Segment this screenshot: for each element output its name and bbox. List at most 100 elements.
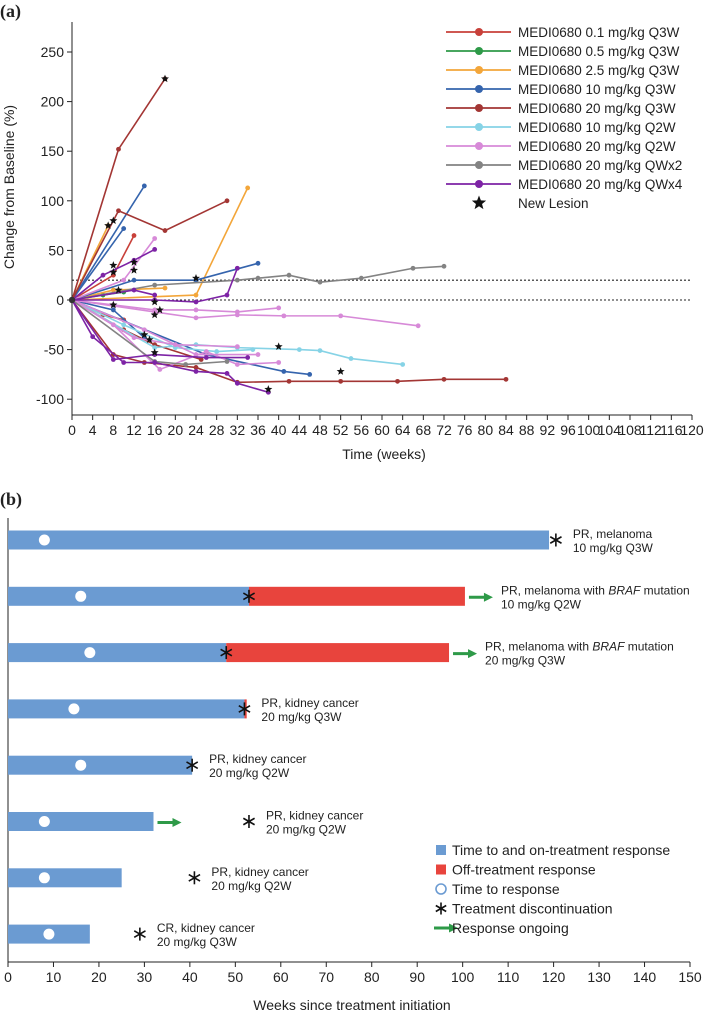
panel-a-series-line	[71, 299, 261, 357]
panel-a-x-tick-label: 60	[374, 422, 390, 438]
patient-dose-label: 10 mg/kg Q3W	[573, 541, 654, 555]
time-to-response-marker	[75, 759, 87, 771]
panel-a-data-point	[441, 263, 447, 269]
panel-a-new-lesion-star	[274, 342, 283, 351]
panel-a-x-tick-label: 104	[598, 422, 622, 438]
panel-a-new-lesion-star	[336, 367, 345, 375]
panel-a-series-path	[71, 265, 445, 301]
panel-a-data-point	[152, 307, 158, 313]
on-treatment-bar	[8, 643, 227, 663]
panel-a-data-point	[131, 335, 137, 341]
panel-a-data-point	[121, 322, 127, 328]
panel-a-data-point	[286, 272, 292, 278]
patient-response-text: PR, kidney cancer	[261, 696, 358, 710]
panel-a-y-tick-label: 250	[41, 44, 65, 60]
patient-dose-label: 20 mg/kg Q3W	[261, 710, 342, 724]
panel-a-data-point	[234, 362, 240, 367]
panel-a-series-path	[71, 228, 125, 301]
panel-a-new-lesion-star	[150, 348, 159, 356]
patient-mutation-text: BRAF	[608, 583, 641, 597]
panel-a-new-lesion-star	[150, 297, 159, 306]
panel-a-series-path	[71, 248, 156, 301]
patient-dose-label: 10 mg/kg Q2W	[501, 597, 582, 611]
on-treatment-bar	[8, 868, 122, 888]
patient-response-label: PR, kidney cancer	[211, 865, 308, 879]
panel-b-x-tick-label: 130	[587, 969, 611, 985]
panel-a-series-path	[71, 299, 403, 366]
on-treatment-bar	[8, 755, 193, 775]
legend-marker-swatch	[475, 161, 483, 169]
panel-a-new-lesions	[104, 74, 345, 393]
time-to-response-marker	[68, 703, 80, 715]
patient-dose-label: 20 mg/kg Q2W	[209, 766, 290, 780]
panel-a-new-lesion-star	[109, 261, 118, 269]
panel-a-x-tick-label: 48	[312, 422, 328, 438]
panel-a-data-point	[255, 352, 261, 357]
panel-b-x-tick-label: 20	[91, 969, 107, 985]
patient-response-text: PR, melanoma	[573, 527, 653, 541]
panel-a-data-point	[193, 369, 199, 374]
panel-a-series	[68, 76, 509, 395]
panel-a-y-tick-label: 150	[41, 143, 65, 159]
panel-a-series-path	[71, 299, 258, 356]
panel-a-legend-label: MEDI0680 2.5 mg/kg Q3W	[518, 63, 680, 78]
legend-marker-swatch	[475, 85, 483, 93]
patient-response-text-tail: mutation	[624, 640, 673, 654]
panel-a-series-line	[71, 198, 230, 301]
legend-marker-swatch	[475, 104, 483, 112]
panel-b-x-tick-label: 90	[409, 969, 425, 985]
panel-a-legend-label: MEDI0680 10 mg/kg Q3W	[518, 82, 676, 97]
panel-a-data-point	[224, 359, 230, 364]
panel-b-label: (b)	[0, 489, 22, 510]
panel-a-x-tick-label: 32	[230, 422, 246, 438]
patient-response-text: PR, kidney cancer	[209, 752, 306, 766]
time-to-response-marker	[75, 590, 87, 602]
panel-a-reference-lines	[72, 279, 692, 301]
panel-a-data-point	[348, 356, 354, 361]
panel-a-x-tick-label: 72	[436, 422, 452, 438]
panel-a-x-tick-label: 116	[660, 422, 683, 438]
panel-a-data-point	[152, 236, 158, 241]
panel-a-data-point	[203, 355, 209, 360]
panel-a-data-point	[245, 185, 251, 191]
panel-a-data-point	[234, 309, 240, 315]
panel-a-data-point	[338, 378, 344, 384]
patient-response-label: PR, melanoma with BRAF mutation	[501, 583, 690, 597]
panel-a-x-tick-label: 84	[498, 422, 514, 438]
panel-a-x-tick-label: 0	[68, 422, 76, 438]
panel-a-data-point	[410, 265, 416, 271]
panel-a-xlabel: Time (weeks)	[342, 446, 426, 462]
panel-a-data-point	[141, 183, 147, 189]
panel-a-data-point	[203, 349, 209, 354]
panel-a-new-lesion-star	[150, 310, 159, 319]
legend-new-lesion-star-icon	[471, 195, 487, 210]
panel-a-data-point	[193, 299, 199, 305]
panel-a-legend-label: MEDI0680 20 mg/kg QWx4	[518, 177, 683, 192]
treatment-discontinuation-marker	[242, 589, 256, 603]
panel-b-x-tick-label: 30	[137, 969, 153, 985]
response-ongoing-arrow	[468, 592, 493, 602]
panel-a-data-point	[503, 376, 509, 382]
panel-a-data-point	[338, 313, 344, 319]
panel-a-series-path	[71, 299, 238, 348]
patient-response-label: PR, kidney cancer	[261, 696, 358, 710]
panel-b-legend: Time to and on-treatment response Off-tre…	[434, 842, 670, 936]
panel-a-new-lesion-star	[114, 285, 123, 294]
panel-a-legend-label: MEDI0680 10 mg/kg Q2W	[518, 120, 676, 135]
panel-b-x-tick-label: 70	[318, 969, 334, 985]
panel-a-x-tick-label: 28	[209, 422, 225, 438]
panel-a-series-path	[71, 185, 146, 301]
panel-a-new-lesion-star	[192, 273, 200, 282]
panel-a-data-point	[110, 287, 116, 293]
patient-response-text: PR, melanoma with	[485, 640, 592, 654]
panel-a-legend-label: MEDI0680 0.5 mg/kg Q3W	[518, 44, 680, 59]
panel-b-legend-label: Time to and on-treatment response	[452, 842, 670, 858]
panel-a-data-point	[183, 362, 189, 367]
panel-a-legend-label: MEDI0680 20 mg/kg Q3W	[518, 101, 676, 116]
panel-a-series-line	[71, 287, 158, 301]
treatment-discontinuation-marker-stroke	[549, 536, 562, 544]
panel-b-x-tick-label: 50	[228, 969, 244, 985]
